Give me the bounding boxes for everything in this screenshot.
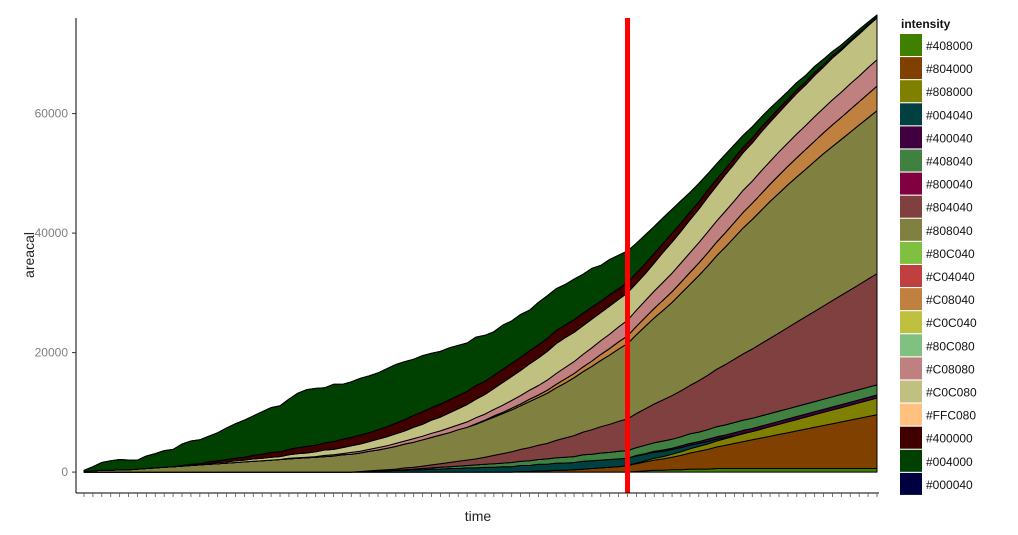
legend-label: #408040 <box>926 155 973 169</box>
legend-label: #808040 <box>926 224 973 238</box>
legend-label: #804040 <box>926 201 973 215</box>
legend-swatch-80c040 <box>900 241 922 264</box>
legend-swatch-808000 <box>900 80 922 103</box>
legend-title: intensity <box>901 17 951 31</box>
legend-swatch-800040 <box>900 172 922 195</box>
y-tick-label: 60000 <box>35 107 69 121</box>
legend-swatch-c04040 <box>900 265 922 287</box>
legend-label: #800040 <box>926 178 973 192</box>
legend-label: #004040 <box>926 108 973 122</box>
legend-swatch-c0c040 <box>900 311 922 334</box>
legend-swatch-c0c080 <box>900 380 922 403</box>
legend-swatch-400040 <box>900 126 922 149</box>
legend: intensity #408000 #804000 #808000 #004040 #4… <box>900 17 977 495</box>
legend-swatch-408000 <box>900 34 922 56</box>
legend-label: #80C040 <box>926 247 975 261</box>
y-axis-title: areacal <box>21 232 37 278</box>
legend-swatch-400000 <box>900 426 922 449</box>
legend-label: #408000 <box>926 39 973 53</box>
legend-label: #804000 <box>926 62 973 76</box>
y-tick-label: 20000 <box>35 346 69 360</box>
legend-swatch-408040 <box>900 149 922 172</box>
legend-label: #FFC080 <box>926 409 976 423</box>
legend-label: #C04040 <box>926 270 975 284</box>
legend-swatch-004040 <box>900 103 922 126</box>
legend-label: #C0C080 <box>926 386 977 400</box>
legend-label: #C08080 <box>926 362 975 376</box>
legend-label: #400040 <box>926 131 973 145</box>
legend-swatch-c08040 <box>900 288 922 311</box>
legend-label: #80C080 <box>926 339 975 353</box>
area-series-000040 <box>83 14 878 471</box>
legend-swatch-004000 <box>900 449 922 472</box>
legend-swatch-804000 <box>900 57 922 80</box>
legend-swatch-ffc080 <box>900 403 922 426</box>
legend-label: #808000 <box>926 85 973 99</box>
legend-swatch-804040 <box>900 195 922 218</box>
legend-swatch-c08080 <box>900 357 922 380</box>
legend-label: #004000 <box>926 455 973 469</box>
area-series-group <box>83 14 878 473</box>
x-ticks <box>83 493 878 497</box>
legend-label: #C08040 <box>926 293 975 307</box>
y-tick-label: 40000 <box>35 226 69 240</box>
axes-group <box>75 18 879 494</box>
legend-swatch-808040 <box>900 218 922 241</box>
legend-swatch-80c080 <box>900 334 922 357</box>
y-ticks: 0 20000 40000 60000 <box>35 107 76 479</box>
legend-label: #000040 <box>926 478 973 492</box>
y-tick-label: 0 <box>61 465 68 479</box>
legend-label: #C0C040 <box>926 316 977 330</box>
legend-swatch-000040 <box>900 472 922 495</box>
x-axis-title: time <box>465 508 492 524</box>
legend-label: #400000 <box>926 432 973 446</box>
